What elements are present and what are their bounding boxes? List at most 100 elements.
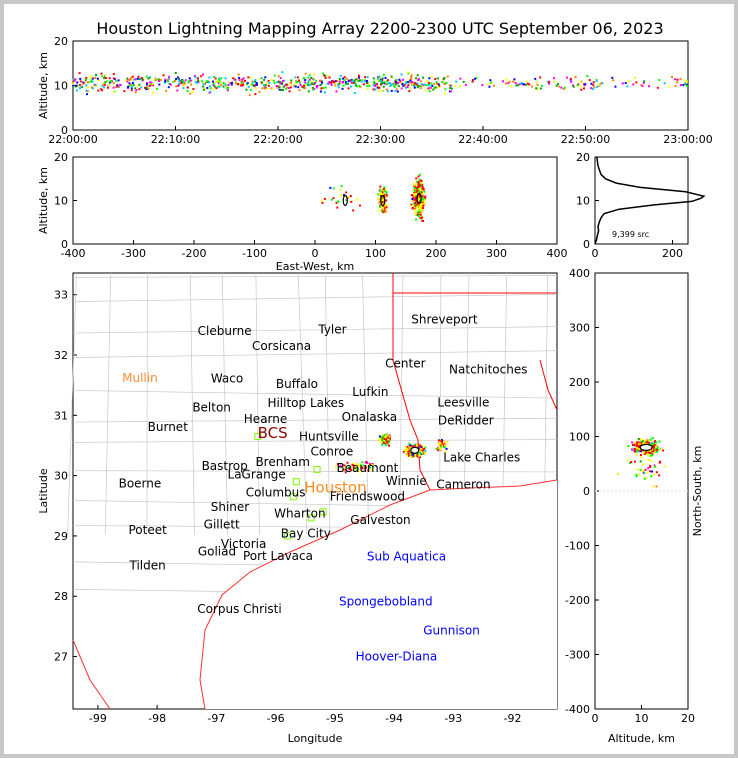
cluster-core (342, 194, 348, 207)
lightning-source (376, 76, 379, 79)
lightning-source (644, 451, 647, 454)
lightning-source (421, 196, 424, 199)
lightning-source (366, 88, 369, 91)
lightning-source (130, 86, 133, 89)
lightning-source (289, 83, 292, 86)
lightning-source (313, 83, 316, 86)
lightning-source (298, 79, 301, 82)
lightning-source (377, 86, 380, 89)
lightning-source (392, 82, 395, 85)
lightning-source (344, 82, 347, 85)
lightning-source (347, 79, 350, 82)
plot-area (72, 156, 558, 245)
lightning-source (643, 450, 646, 453)
lightning-source (348, 466, 351, 469)
lightning-source (423, 195, 426, 198)
lightning-source (421, 216, 424, 219)
lightning-source (374, 83, 377, 86)
y-axis-label: Altitude, km (37, 167, 50, 234)
lightning-source (409, 80, 412, 83)
lightning-source (449, 90, 452, 93)
lightning-source (418, 197, 421, 200)
lightning-source (590, 87, 593, 90)
lightning-source (398, 78, 401, 81)
lightning-source (330, 81, 333, 84)
lightning-source (217, 85, 220, 88)
lightning-source (507, 82, 510, 85)
lightning-source (227, 84, 230, 87)
lightning-source (662, 449, 665, 452)
lightning-source (454, 85, 457, 88)
lightning-source (342, 467, 345, 470)
lightning-source (648, 450, 651, 453)
lightning-source (616, 472, 619, 475)
lightning-source (657, 448, 660, 451)
lightning-source (637, 445, 640, 448)
lightning-source (284, 84, 287, 87)
lightning-source (418, 449, 421, 452)
lightning-source (319, 90, 322, 93)
lightning-source (159, 78, 162, 81)
lightning-source (388, 437, 391, 440)
lightning-source (140, 86, 143, 89)
lightning-source (251, 84, 254, 87)
city-label: Port Lavaca (243, 549, 313, 563)
lightning-source (419, 184, 422, 187)
lightning-source (105, 80, 108, 83)
lightning-source (89, 77, 92, 80)
lightning-source (428, 77, 431, 80)
lightning-source (445, 81, 448, 84)
lightning-source (299, 83, 302, 86)
lightning-source (626, 85, 629, 88)
lightning-source (654, 444, 657, 447)
lightning-source (417, 182, 420, 185)
lightning-source (449, 87, 452, 90)
lightning-source (245, 88, 248, 91)
lightning-source (405, 445, 408, 448)
lightning-source (96, 77, 99, 80)
lightning-source (402, 450, 405, 453)
lightning-source (103, 86, 106, 89)
lightning-source (337, 82, 340, 85)
lightning-source (215, 87, 218, 90)
lightning-source (640, 440, 643, 443)
lightning-source (359, 470, 362, 473)
lightning-source (298, 81, 301, 84)
lightning-source (580, 88, 583, 91)
x-tick-label: -98 (148, 712, 166, 725)
altitude-histogram-panel: 0 200 0 10 20 9,399 src (576, 151, 706, 260)
city-label: Hearne (244, 412, 287, 426)
lightning-source (296, 76, 299, 79)
lightning-source (358, 204, 361, 207)
lightning-source (636, 444, 639, 447)
lightning-source (435, 81, 438, 84)
lightning-source (378, 189, 381, 192)
lightning-source (350, 81, 353, 84)
lightning-source (462, 80, 465, 83)
lightning-source (408, 90, 411, 93)
y-tick-label: -300 (565, 649, 590, 662)
county-line (297, 272, 308, 535)
lightning-source (417, 186, 420, 189)
lightning-source (386, 90, 389, 93)
lightning-source (379, 439, 382, 442)
x-tick-label: 20 (681, 712, 695, 725)
lightning-source (421, 195, 424, 198)
lightning-source (505, 78, 508, 81)
lightning-source (351, 79, 354, 82)
lightning-source (295, 82, 298, 85)
lightning-source (417, 189, 420, 192)
lightning-source (72, 78, 75, 81)
lightning-source (134, 78, 137, 81)
lightning-source (653, 451, 656, 454)
lightning-source (596, 85, 599, 88)
lightning-source (419, 203, 422, 206)
lightning-source (569, 77, 572, 80)
lightning-source (632, 83, 635, 86)
city-label: Cameron (436, 478, 490, 492)
lightning-source (373, 85, 376, 88)
lightning-source (536, 83, 539, 86)
lightning-source (168, 75, 171, 78)
lightning-source (653, 450, 656, 453)
lightning-source (279, 77, 282, 80)
